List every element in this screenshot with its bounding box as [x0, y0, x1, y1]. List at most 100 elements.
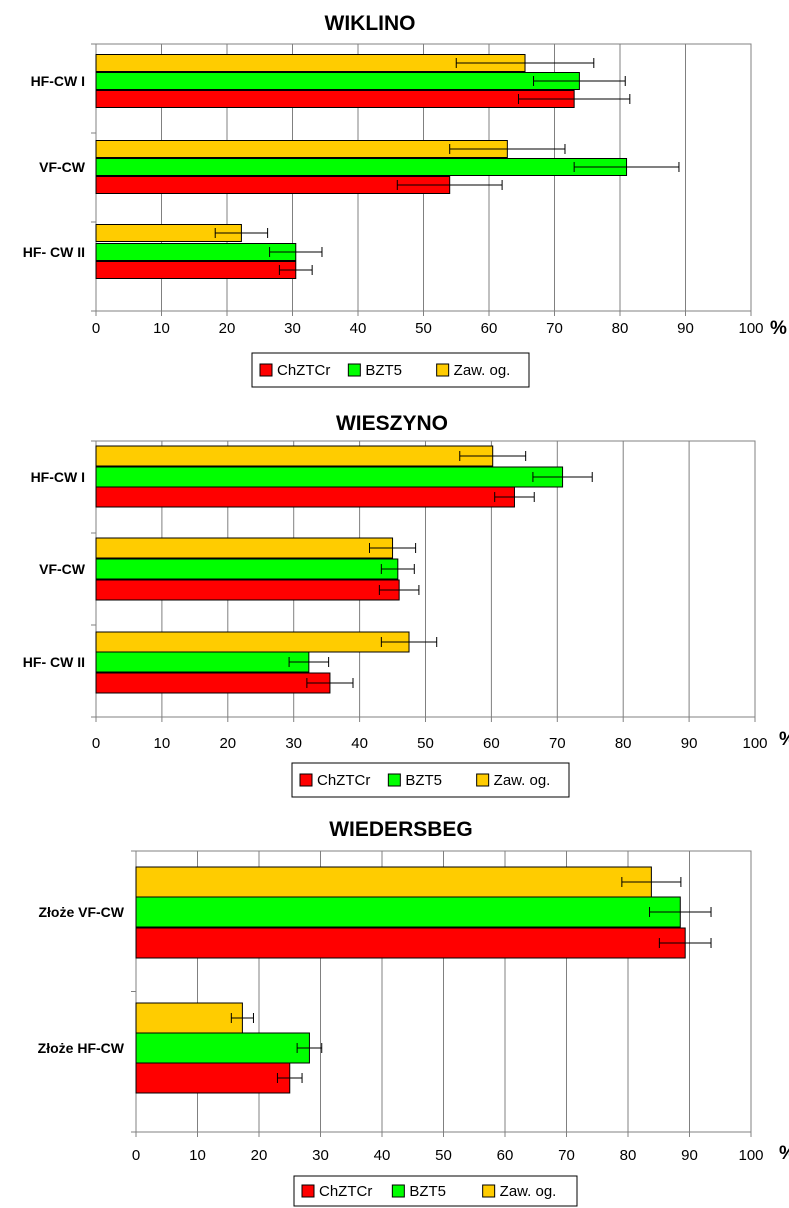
error-bar-hf-cw-i-zaw-og	[459, 451, 527, 461]
x-tick-label: 90	[677, 320, 694, 337]
error-bar-z-o-e-vf-cw-bzt5	[649, 907, 712, 917]
x-tick-label: 30	[284, 320, 301, 337]
x-tick-label: 100	[738, 320, 763, 337]
bar-hf-cw-i-chztcr	[95, 90, 575, 108]
x-tick-label: 60	[483, 735, 500, 752]
legend-swatch-chztcr	[299, 773, 313, 787]
error-bar-hf-cw-ii-bzt5	[288, 657, 330, 667]
legend-label-zaw-og: Zaw. og.	[500, 1183, 557, 1200]
legend-box	[291, 762, 570, 798]
legend-label-bzt5: BZT5	[405, 772, 442, 789]
unit-label: %	[779, 729, 789, 750]
bar-hf-cw-i-chztcr	[95, 486, 515, 508]
legend-label-zaw-og: Zaw. og.	[454, 362, 511, 379]
category-label-z-o-e-hf-cw: Złoże HF-CW	[38, 1040, 125, 1056]
legend: ChZTCr BZT5 Zaw. og.	[293, 1175, 578, 1207]
x-tick-label: 100	[738, 1147, 763, 1164]
legend-label-bzt5: BZT5	[365, 362, 402, 379]
bar-vf-cw-bzt5	[95, 558, 399, 580]
bar-z-o-e-hf-cw-chztcr	[135, 1062, 291, 1094]
x-tick-label: 10	[189, 1147, 206, 1164]
error-bar-hf-cw-i-bzt5	[533, 76, 626, 86]
error-bar-z-o-e-vf-cw-chztcr	[658, 938, 712, 948]
x-tick-label: 60	[481, 320, 498, 337]
bar-z-o-e-vf-cw-zaw-og	[135, 866, 652, 898]
error-bar-z-o-e-vf-cw-zaw-og	[621, 877, 682, 887]
bar-hf-cw-ii-chztcr	[95, 672, 331, 694]
bar-hf-cw-i-bzt5	[95, 466, 564, 488]
bar-vf-cw-chztcr	[95, 579, 400, 601]
error-bar-z-o-e-hf-cw-chztcr	[276, 1073, 303, 1083]
x-tick-label: 10	[154, 735, 171, 752]
error-bar-hf-cw-i-chztcr	[517, 94, 631, 104]
chart-wiklino: WIKLINO 0 10 20 30 40 50 60 70 80 90 100 % HF-CW I VF-…	[23, 12, 787, 388]
bar-vf-cw-bzt5	[95, 158, 628, 176]
legend-swatch-bzt5	[391, 1184, 405, 1198]
legend-swatch-bzt5	[387, 773, 401, 787]
x-tick-label: 30	[312, 1147, 329, 1164]
error-bar-hf-cw-ii-chztcr	[306, 678, 354, 688]
x-tick-label: 20	[251, 1147, 268, 1164]
category-label-hf-cw-ii: HF- CW II	[23, 654, 85, 670]
unit-label: %	[770, 318, 787, 339]
legend-swatch-chztcr	[301, 1184, 315, 1198]
category-label-hf-cw-ii: HF- CW II	[23, 244, 85, 260]
x-tick-label: 10	[153, 320, 170, 337]
bar-vf-cw-zaw-og	[95, 537, 394, 559]
category-label-z-o-e-vf-cw: Złoże VF-CW	[38, 904, 124, 920]
x-tick-label: 80	[620, 1147, 637, 1164]
legend-swatch-zaw-og	[482, 1184, 496, 1198]
legend-swatch-zaw-og	[436, 363, 450, 377]
error-bar-hf-cw-ii-zaw-og	[380, 637, 438, 647]
bar-z-o-e-hf-cw-zaw-og	[135, 1002, 243, 1034]
x-tick-label: 50	[417, 735, 434, 752]
bar-z-o-e-hf-cw-bzt5	[135, 1032, 310, 1064]
bar-z-o-e-vf-cw-chztcr	[135, 927, 686, 959]
bar-hf-cw-ii-chztcr	[95, 261, 297, 279]
bar-hf-cw-ii-bzt5	[95, 243, 297, 261]
x-tick-label: 0	[92, 735, 100, 752]
x-tick-label: 20	[219, 735, 236, 752]
error-bar-hf-cw-i-chztcr	[494, 492, 535, 502]
legend-swatch-chztcr	[259, 363, 273, 377]
error-bar-vf-cw-bzt5	[573, 162, 680, 172]
x-tick-label: 20	[219, 320, 236, 337]
error-bar-z-o-e-hf-cw-bzt5	[296, 1043, 323, 1053]
legend-label-chztcr: ChZTCr	[319, 1183, 372, 1200]
x-tick-label: 40	[350, 320, 367, 337]
legend-label-bzt5: BZT5	[409, 1183, 446, 1200]
x-tick-label: 30	[285, 735, 302, 752]
legend-label-chztcr: ChZTCr	[277, 362, 330, 379]
legend-box	[293, 1175, 578, 1207]
error-bar-z-o-e-hf-cw-zaw-og	[230, 1013, 254, 1023]
x-tick-label: 70	[546, 320, 563, 337]
chart-title: WIEDERSBEG	[329, 818, 473, 841]
error-bar-hf-cw-ii-zaw-og	[214, 228, 269, 238]
bar-vf-cw-chztcr	[95, 176, 451, 194]
x-tick-label: 40	[351, 735, 368, 752]
legend-box	[251, 352, 530, 388]
legend: ChZTCr BZT5 Zaw. og.	[251, 352, 530, 388]
legend-label-chztcr: ChZTCr	[317, 772, 370, 789]
error-bar-hf-cw-ii-chztcr	[278, 265, 313, 275]
legend-swatch-zaw-og	[476, 773, 490, 787]
unit-label: %	[779, 1143, 789, 1164]
category-label-vf-cw: VF-CW	[39, 159, 86, 175]
bar-hf-cw-ii-zaw-og	[95, 631, 410, 653]
x-tick-label: 80	[612, 320, 629, 337]
chart-wiedersbeg: WIEDERSBEG 0 10 20 30 40 50 60 70 80 90 100% Złoże V…	[38, 818, 789, 1207]
x-tick-label: 70	[549, 735, 566, 752]
chart-title: WIESZYNO	[336, 412, 448, 435]
x-tick-label: 90	[681, 1147, 698, 1164]
bar-vf-cw-zaw-og	[95, 140, 508, 158]
error-bar-hf-cw-i-zaw-og	[455, 58, 595, 68]
bar-z-o-e-vf-cw-bzt5	[135, 896, 681, 928]
error-bar-hf-cw-ii-bzt5	[269, 247, 323, 257]
error-bar-hf-cw-i-bzt5	[532, 472, 593, 482]
error-bar-vf-cw-zaw-og	[449, 144, 566, 154]
x-tick-label: 90	[681, 735, 698, 752]
x-tick-label: 100	[742, 735, 767, 752]
legend-swatch-bzt5	[347, 363, 361, 377]
bar-hf-cw-i-bzt5	[95, 72, 580, 90]
